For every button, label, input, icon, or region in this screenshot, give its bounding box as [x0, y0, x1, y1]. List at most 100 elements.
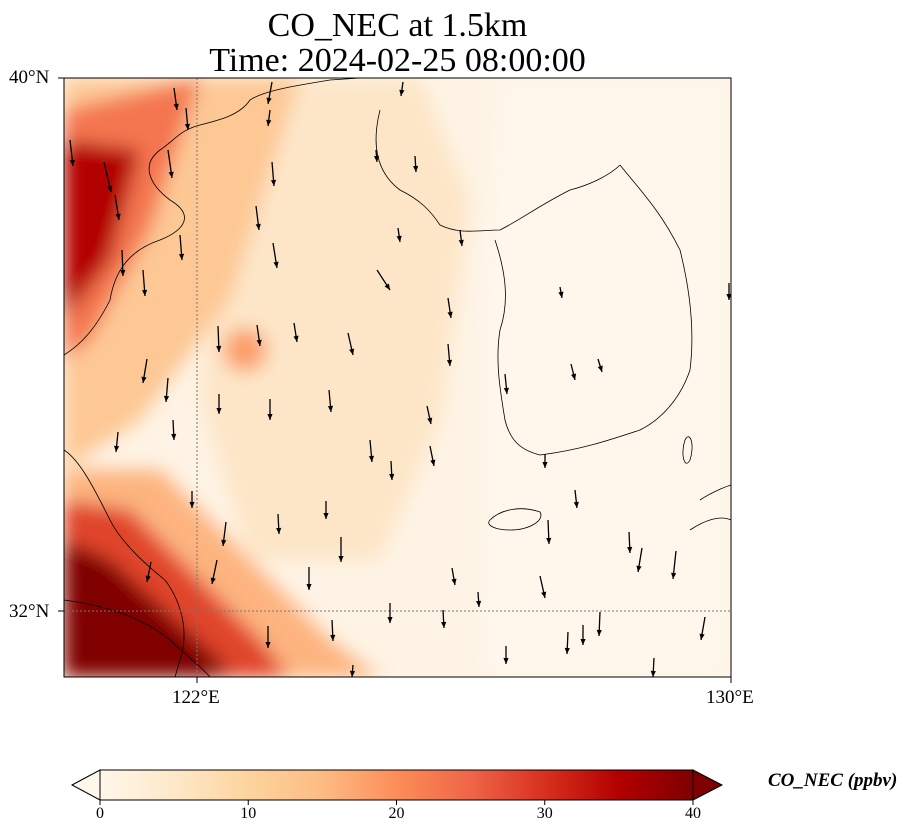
wind-arrow-head — [273, 261, 279, 268]
wind-arrow-head — [141, 376, 147, 383]
coast-tsushima — [682, 436, 693, 464]
colorbar-tick-marks — [99, 800, 694, 805]
wind-arrow-head — [216, 345, 222, 352]
wind-arrow-head — [541, 591, 547, 598]
wind-arrow-head — [145, 575, 151, 582]
wind-arrow-head — [114, 445, 120, 452]
coast-yangtze — [64, 599, 211, 677]
wind-arrow-head — [306, 584, 312, 590]
colorbar-extend-max — [692, 769, 724, 801]
wind-arrow-head — [189, 502, 195, 508]
colorbar-tick-label: 20 — [388, 805, 405, 822]
wind-arrow-head — [542, 462, 548, 468]
wind-arrow-head — [546, 537, 552, 544]
coast-jeju — [488, 508, 542, 531]
lat-tick-label-32n: 32°N — [9, 601, 50, 622]
wind-arrow-head — [503, 658, 509, 664]
field-patch-central — [200, 78, 470, 560]
wind-arrow-head — [270, 179, 277, 186]
wind-arrow-head — [571, 373, 577, 380]
wind-arrow-head — [323, 513, 329, 519]
wind-arrow-head — [210, 577, 216, 584]
wind-arrow-head — [430, 459, 436, 466]
wind-arrow-head — [476, 600, 482, 607]
wind-arrow-head — [120, 269, 126, 276]
wind-arrow-head — [266, 97, 272, 104]
wind-arrow-head — [267, 414, 273, 420]
wind-vectors — [69, 81, 731, 677]
wind-arrow-head — [255, 223, 261, 230]
wind-arrow-head — [327, 405, 334, 412]
wind-arrow-head — [338, 556, 344, 562]
wind-arrow-head — [330, 634, 336, 641]
colorbar-gradient — [100, 770, 693, 800]
gridlines — [64, 78, 731, 677]
wind-arrow-head — [580, 639, 586, 645]
wind-arrow-head — [349, 348, 355, 355]
wind-arrow-head — [266, 119, 272, 126]
wind-arrow-head — [349, 670, 356, 677]
wind-arrow-head — [387, 617, 393, 623]
colorbar-label: CO_NEC (ppbv) — [768, 770, 898, 791]
field-patch-sw-core — [64, 540, 230, 677]
wind-arrow-head — [256, 339, 262, 346]
field-patch-blob — [223, 328, 267, 372]
colorbar-tick-label: 30 — [536, 805, 553, 822]
lat-tick-label-40n: 40°N — [9, 67, 50, 88]
wind-arrow-head — [265, 642, 271, 648]
wind-arrow-head — [413, 165, 419, 172]
wind-arrow-head — [503, 387, 509, 394]
wind-arrow-head — [178, 253, 185, 260]
wind-arrow-head — [458, 239, 464, 246]
wind-arrow-head — [451, 578, 457, 585]
wind-arrow-head — [558, 291, 564, 298]
wind-arrow-head — [597, 365, 603, 372]
wind-arrow-head — [115, 213, 121, 220]
wind-arrow-head — [399, 89, 405, 96]
wind-arrow-head — [107, 185, 113, 192]
wind-arrow-head — [627, 546, 633, 553]
coast-jiangsu — [64, 449, 185, 677]
lon-tick-label-122e: 122°E — [172, 687, 220, 708]
colorbar-extend-min — [70, 769, 101, 801]
coastlines — [64, 78, 731, 677]
wind-arrow-head — [171, 433, 177, 440]
coast-korea — [494, 164, 693, 456]
wind-arrow-head — [446, 359, 453, 366]
wind-arrow-head — [221, 539, 227, 546]
coast-liaodong — [375, 109, 621, 232]
wind-arrow-head — [168, 171, 174, 178]
wind-arrow-head — [726, 294, 731, 300]
map-frame — [63, 77, 732, 678]
field-patch-nw-core — [64, 140, 140, 320]
wind-arrow-head — [427, 417, 433, 424]
lon-tick-label-130e: 130°E — [706, 687, 754, 708]
wind-arrow-head — [293, 335, 299, 342]
wind-arrow-head — [573, 501, 579, 508]
wind-arrow-head — [141, 289, 148, 296]
map-title-line2: Time: 2024-02-25 08:00:00 — [209, 42, 586, 79]
wind-arrow-head — [596, 629, 602, 636]
colorbar-tick-label: 40 — [685, 805, 701, 822]
wind-arrow-head — [384, 283, 390, 290]
map-title-line1: CO_NEC at 1.5km — [267, 7, 528, 44]
concentration-field — [64, 78, 731, 677]
wind-arrow-head — [173, 103, 179, 110]
colorbar-tick-label: 10 — [240, 805, 257, 822]
wind-arrow-head — [699, 633, 705, 640]
wind-arrow-head — [389, 473, 395, 480]
wind-arrow-head — [216, 408, 222, 414]
wind-arrow-head — [441, 621, 447, 628]
wind-arrow-head — [163, 395, 170, 402]
colorbar-tick-label: 0 — [96, 805, 104, 822]
wind-arrow-head — [671, 572, 677, 579]
coast-liaoning-hebei — [64, 78, 361, 356]
wind-arrow-head — [368, 455, 375, 462]
field-patch-korea — [480, 78, 731, 677]
wind-arrow-head — [564, 647, 570, 654]
wind-arrow-head — [184, 123, 191, 130]
wind-arrow-head — [636, 565, 642, 572]
wind-arrow-head — [650, 670, 656, 677]
wind-arrow-head — [69, 159, 75, 166]
